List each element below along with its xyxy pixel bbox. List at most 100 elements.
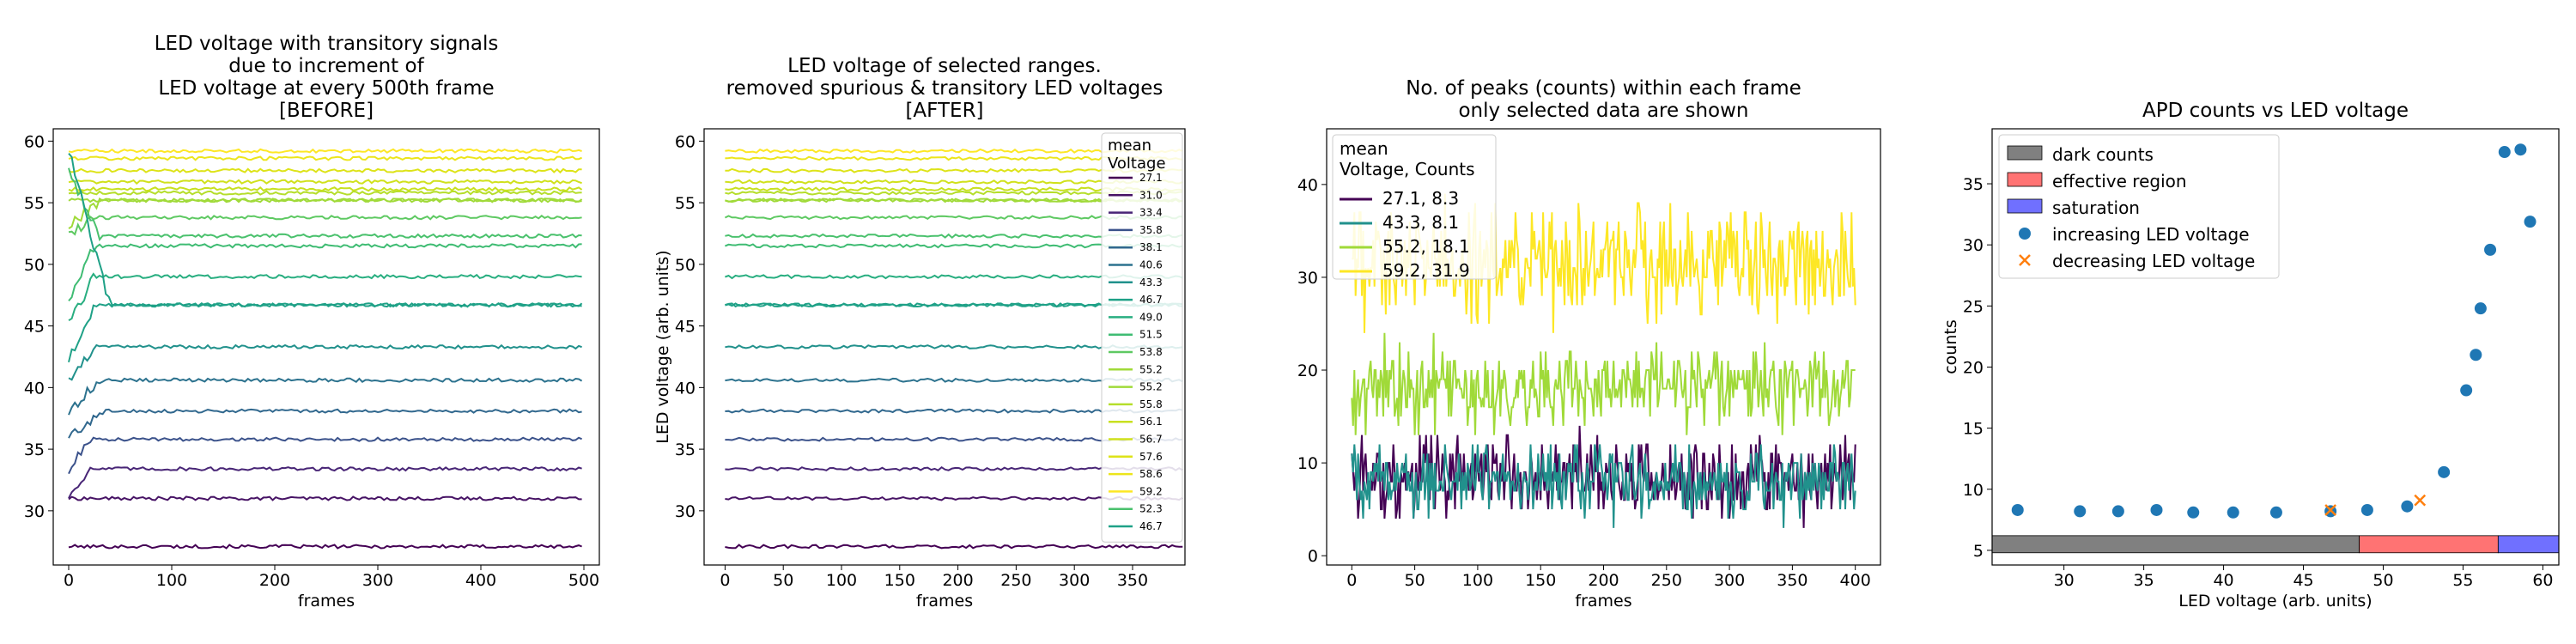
- chart-panel-before: 0 100 200 300 400 500 30 35 40 45 50 55 60 frames LED …: [24, 33, 600, 611]
- scatter-point: [2514, 143, 2527, 156]
- x-tick-label: 150: [884, 571, 915, 590]
- scatter-point: [2460, 384, 2473, 397]
- series-line: [725, 544, 1183, 550]
- legend-label: 59.2, 31.9: [1382, 260, 1470, 281]
- y-tick-label: 5: [1973, 542, 1984, 561]
- legend-label: 59.2: [1139, 485, 1163, 497]
- x-tick-label: 35: [2134, 571, 2154, 590]
- x-tick-label: 300: [1714, 571, 1745, 590]
- scatter-point: [2187, 506, 2200, 519]
- y-tick-label: 60: [24, 132, 45, 151]
- x-tick-label: 200: [942, 571, 973, 590]
- x-tick-label: 50: [773, 571, 793, 590]
- series-line: [68, 190, 582, 196]
- legend-swatch: [2019, 228, 2031, 240]
- legend-swatch: [2019, 254, 2031, 266]
- x-tick-label: 400: [465, 571, 496, 590]
- x-tick-label: 0: [64, 571, 74, 590]
- scatter-point: [2484, 243, 2497, 256]
- y-tick-label: 0: [1308, 547, 1318, 566]
- chart-title-line: due to increment of: [228, 55, 424, 77]
- series-line: [68, 179, 582, 185]
- series-line: [68, 436, 582, 475]
- legend-label: saturation: [2052, 197, 2140, 218]
- x-tick-label: 55: [2452, 571, 2473, 590]
- legend-label: 52.3: [1139, 503, 1163, 515]
- x-tick-label: 250: [1000, 571, 1031, 590]
- y-tick-label: 45: [24, 318, 45, 337]
- x-tick-label: 60: [2532, 571, 2553, 590]
- series-line: [68, 466, 582, 499]
- chart-title-line: LED voltage of selected ranges.: [787, 55, 1102, 77]
- series-line: [68, 185, 583, 192]
- x-tick-label: 45: [2293, 571, 2313, 590]
- x-tick-label: 50: [1405, 571, 1425, 590]
- legend-label: decreasing LED voltage: [2052, 251, 2255, 271]
- scatter-point: [2269, 506, 2282, 519]
- legend-label: 35.8: [1139, 224, 1163, 236]
- x-tick-label: 30: [2054, 571, 2075, 590]
- y-tick-label: 60: [675, 132, 696, 151]
- series-line: [68, 167, 582, 174]
- legend-label: dark counts: [2052, 144, 2154, 165]
- y-tick-label: 10: [1963, 481, 1984, 500]
- series-line: [68, 148, 582, 154]
- x-axis-label: frames: [298, 592, 355, 611]
- x-tick-label: 250: [1651, 571, 1682, 590]
- legend-swatch: [2007, 145, 2043, 161]
- legend-label: 40.6: [1139, 259, 1163, 271]
- y-axis-label: counts: [1941, 319, 1960, 374]
- y-tick-label: 35: [675, 440, 696, 459]
- scatter-point-x: [2324, 504, 2337, 516]
- y-tick-label: 50: [24, 256, 45, 275]
- x-tick-label: 100: [1462, 571, 1493, 590]
- series-line: [1351, 444, 1856, 528]
- y-tick-label: 20: [1297, 361, 1318, 380]
- scatter-point: [2470, 349, 2482, 361]
- x-tick-label: 50: [2372, 571, 2393, 590]
- x-tick-label: 100: [826, 571, 857, 590]
- x-tick-label: 200: [259, 571, 290, 590]
- legend-title: mean: [1340, 138, 1388, 159]
- chart-title-line: removed spurious & transitory LED voltag…: [726, 77, 1163, 100]
- x-tick-label: 150: [1525, 571, 1556, 590]
- scatter-point: [2524, 216, 2537, 228]
- x-tick-label: 0: [1346, 571, 1357, 590]
- legend-swatch: [2007, 172, 2043, 187]
- region-band: [1992, 535, 2360, 554]
- legend-title: Voltage, Counts: [1340, 159, 1475, 179]
- legend: dark counts effective region saturation inc…: [1998, 134, 2280, 279]
- series-line: [68, 343, 582, 381]
- legend-label: 55.2: [1139, 381, 1163, 393]
- series-line: [68, 377, 583, 416]
- series-line: [68, 215, 582, 236]
- legend-label: 56.7: [1139, 434, 1163, 446]
- y-tick-label: 10: [1297, 454, 1318, 473]
- plot-frame: [52, 128, 600, 566]
- legend-label: 38.1: [1139, 241, 1163, 253]
- series-line: [68, 495, 582, 501]
- y-tick-label: 30: [675, 502, 696, 521]
- series-group: [1351, 193, 1856, 528]
- scatter-point: [2474, 302, 2487, 315]
- y-tick-label: 35: [24, 440, 45, 459]
- y-tick-label: 25: [1963, 297, 1984, 316]
- chart-title-line: LED voltage with transitory signals: [155, 33, 499, 55]
- series-line: [68, 408, 582, 439]
- legend-label: 55.2: [1139, 363, 1163, 375]
- y-tick-label: 40: [24, 379, 45, 398]
- y-tick-label: 20: [1963, 358, 1984, 377]
- y-axis-label: LED voltage (arb. units): [653, 250, 672, 443]
- legend-label: increasing LED voltage: [2052, 224, 2250, 245]
- chart-title-line: LED voltage at every 500th frame: [158, 77, 494, 100]
- legend-label: 43.3: [1139, 276, 1163, 289]
- x-tick-label: 400: [1840, 571, 1871, 590]
- x-tick-label: 200: [1588, 571, 1619, 590]
- series-line: [68, 197, 583, 204]
- legend-label: effective region: [2052, 171, 2187, 191]
- legend-title: Voltage: [1108, 155, 1166, 173]
- series-line: [68, 155, 582, 161]
- y-tick-label: 40: [1297, 176, 1318, 195]
